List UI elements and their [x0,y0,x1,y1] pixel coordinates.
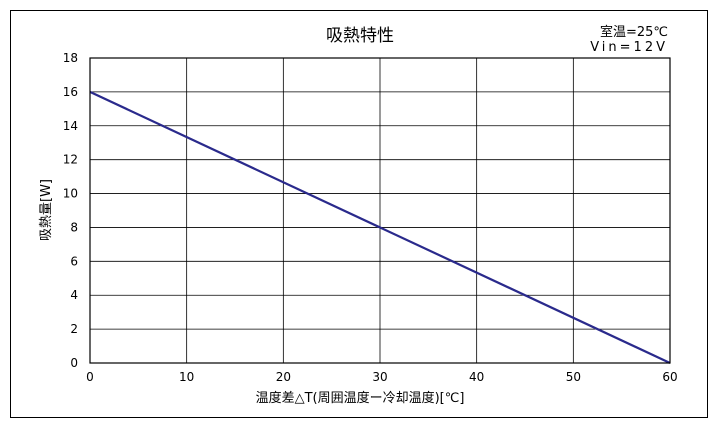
chart-frame [10,10,708,418]
condition-vin: Vin=12V [590,40,668,55]
x-axis-label: 温度差△T(周囲温度ー冷却温度)[℃] [256,390,465,406]
y-axis-label: 吸熱量[W] [39,179,54,241]
x-tick-label: 10 [179,370,194,384]
y-tick-label: 10 [63,187,78,201]
y-tick-label: 12 [63,153,78,167]
x-tick-label: 0 [86,370,94,384]
y-tick-label: 0 [70,356,78,370]
x-tick-label: 40 [469,370,484,384]
series-layer [89,90,671,364]
x-tick-label: 50 [566,370,581,384]
x-tick-label: 60 [662,370,677,384]
y-tick-label: 4 [70,288,78,302]
grid [90,58,670,363]
condition-room-temp: 室温=25℃ [600,24,668,40]
y-tick-label: 6 [70,254,78,268]
x-tick-label: 20 [276,370,291,384]
y-tick-label: 16 [63,85,78,99]
y-tick-label: 8 [70,220,78,234]
y-tick-label: 14 [63,119,78,133]
chart-title: 吸熱特性 [326,26,394,46]
tick-labels: 0 10 20 30 40 50 60 0 2 4 6 8 10 12 14 16 18 [63,51,678,384]
x-tick-label: 30 [372,370,387,384]
y-tick-label: 2 [70,322,78,336]
y-tick-label: 18 [63,51,78,65]
series-line [89,90,671,364]
plot-area-border [89,57,671,364]
